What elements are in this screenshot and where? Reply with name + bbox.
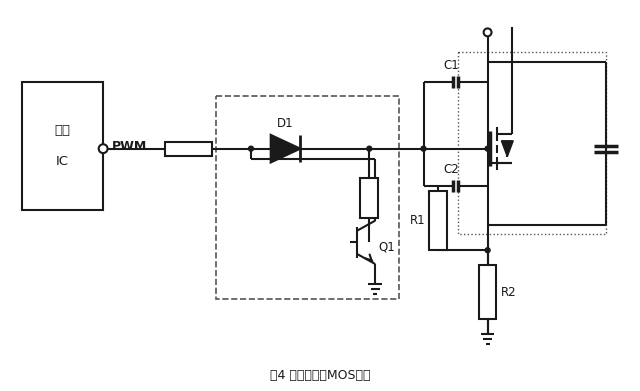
Text: C2: C2 (444, 163, 459, 176)
Text: IC: IC (56, 154, 69, 168)
Bar (429, 191, 447, 250)
Text: R2: R2 (500, 285, 516, 299)
Bar (216, 97, 399, 298)
Circle shape (484, 29, 492, 36)
Circle shape (367, 146, 372, 151)
Circle shape (485, 146, 490, 151)
Bar (479, 265, 497, 319)
Text: Q1: Q1 (378, 241, 395, 254)
Text: 电源: 电源 (54, 124, 70, 137)
Text: PWM: PWM (111, 140, 147, 153)
Circle shape (248, 146, 253, 151)
Circle shape (99, 144, 108, 153)
Bar (360, 178, 378, 218)
Bar (458, 52, 606, 235)
Text: R1: R1 (410, 214, 426, 227)
Circle shape (485, 248, 490, 253)
Bar (22, 82, 103, 210)
Polygon shape (271, 135, 300, 163)
Bar (165, 142, 212, 156)
Text: C1: C1 (444, 59, 459, 72)
Polygon shape (501, 141, 513, 156)
Circle shape (421, 146, 426, 151)
Text: 图4 改进型加速MOS关断: 图4 改进型加速MOS关断 (269, 369, 371, 382)
Text: D1: D1 (277, 117, 294, 130)
